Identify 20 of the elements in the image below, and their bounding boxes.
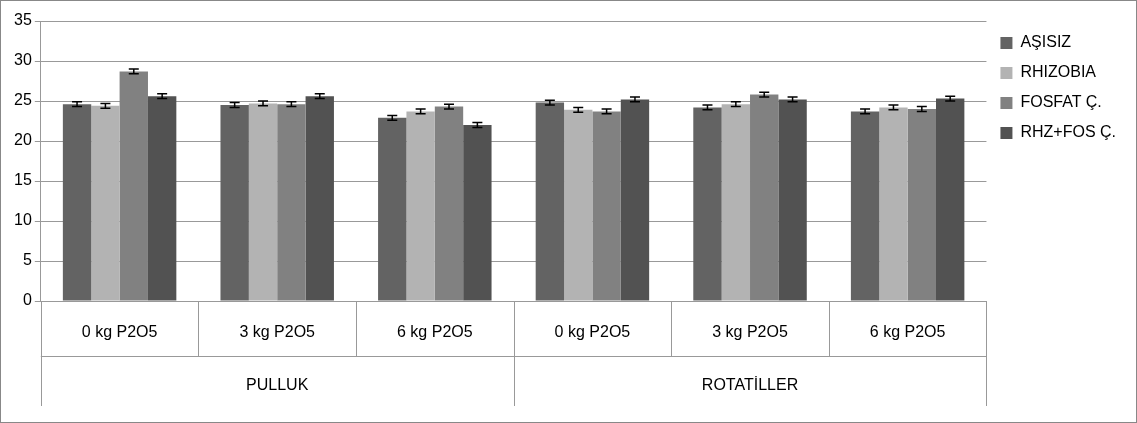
x-tick-label: 6 kg P2O5 <box>869 323 946 341</box>
y-tick-label: 25 <box>14 91 32 109</box>
x-tick-label: 6 kg P2O5 <box>397 323 473 341</box>
legend-label: RHZ+FOS Ç. <box>1020 123 1116 141</box>
y-tick-label: 15 <box>14 171 32 189</box>
x-tick-label: 3 kg P2O5 <box>239 323 316 341</box>
legend-label: AŞISIZ <box>1020 33 1072 51</box>
y-tick-label: 10 <box>14 211 32 229</box>
legend-label: RHIZOBIA <box>1020 63 1097 81</box>
text: PULLUK <box>246 376 309 394</box>
y-tick-label: 30 <box>14 51 32 69</box>
x-tick-label: 0 kg P2O5 <box>554 323 631 341</box>
y-tick-label: 20 <box>14 131 32 149</box>
x-tick-label: 3 kg P2O5 <box>712 323 788 341</box>
y-tick-label: 0 <box>22 291 32 309</box>
text: ROTATİLLER <box>701 375 799 394</box>
legend-label: FOSFAT Ç. <box>1020 93 1102 111</box>
y-tick-label: 35 <box>14 11 32 29</box>
y-tick-label: 5 <box>22 251 32 269</box>
x-tick-label: 0 kg P2O5 <box>81 323 158 341</box>
